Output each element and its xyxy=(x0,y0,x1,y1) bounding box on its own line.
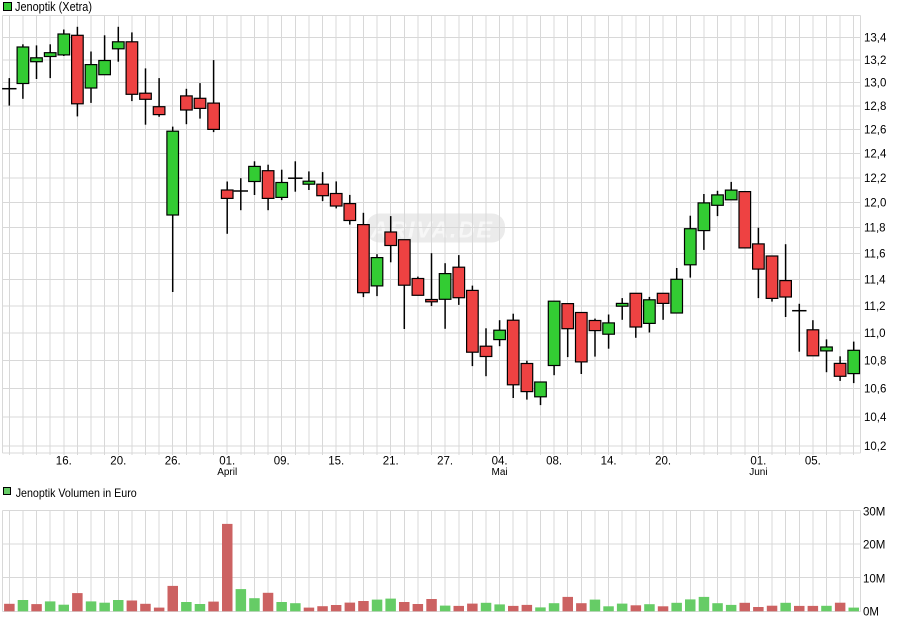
svg-text:12,4: 12,4 xyxy=(864,148,887,160)
svg-text:26.: 26. xyxy=(165,456,181,468)
svg-text:14.: 14. xyxy=(601,456,617,468)
svg-text:20.: 20. xyxy=(655,456,671,468)
svg-text:12,2: 12,2 xyxy=(864,173,886,185)
svg-text:10,8: 10,8 xyxy=(864,355,886,367)
svg-text:30M: 30M xyxy=(863,507,885,519)
svg-text:10M: 10M xyxy=(863,574,885,586)
svg-text:13,4: 13,4 xyxy=(864,32,887,44)
svg-text:Jenoptik (Xetra): Jenoptik (Xetra) xyxy=(15,0,92,14)
svg-text:12,0: 12,0 xyxy=(864,198,886,210)
svg-text:20.: 20. xyxy=(110,456,126,468)
svg-text:13,2: 13,2 xyxy=(864,55,886,67)
svg-text:27.: 27. xyxy=(437,456,453,468)
svg-text:10,4: 10,4 xyxy=(864,412,887,424)
svg-text:12,8: 12,8 xyxy=(864,101,886,113)
svg-text:11,8: 11,8 xyxy=(864,223,886,235)
svg-text:0M: 0M xyxy=(863,607,879,619)
svg-text:13,0: 13,0 xyxy=(864,78,886,90)
svg-text:16.: 16. xyxy=(56,456,72,468)
svg-text:21.: 21. xyxy=(383,456,399,468)
svg-text:01.: 01. xyxy=(219,456,235,468)
svg-text:08.: 08. xyxy=(546,456,562,468)
svg-text:10,2: 10,2 xyxy=(864,441,886,453)
svg-text:April: April xyxy=(217,467,237,478)
svg-text:20M: 20M xyxy=(863,540,885,552)
svg-text:05.: 05. xyxy=(805,456,821,468)
svg-text:01.: 01. xyxy=(750,456,766,468)
svg-text:04.: 04. xyxy=(492,456,508,468)
svg-text:Mai: Mai xyxy=(492,467,508,478)
svg-text:09.: 09. xyxy=(274,456,290,468)
svg-text:10,6: 10,6 xyxy=(864,383,886,395)
svg-text:15.: 15. xyxy=(328,456,344,468)
svg-text:11,0: 11,0 xyxy=(864,328,886,340)
svg-text:11,6: 11,6 xyxy=(864,248,886,260)
svg-text:11,2: 11,2 xyxy=(864,301,886,313)
svg-text:12,6: 12,6 xyxy=(864,125,886,137)
svg-text:11,4: 11,4 xyxy=(864,274,886,286)
svg-text:Juni: Juni xyxy=(749,467,767,478)
svg-text:Jenoptik Volumen in Euro: Jenoptik Volumen in Euro xyxy=(16,486,137,500)
